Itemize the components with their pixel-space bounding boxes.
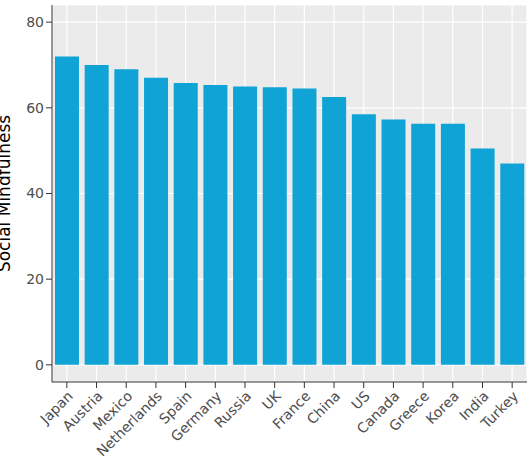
svg-text:Mexico: Mexico: [89, 387, 136, 434]
svg-text:Russia: Russia: [211, 388, 254, 431]
svg-text:Germany: Germany: [167, 387, 225, 445]
svg-text:India: India: [456, 387, 492, 424]
svg-text:Korea: Korea: [423, 388, 462, 427]
svg-text:80: 80: [26, 14, 44, 30]
svg-text:0: 0: [35, 357, 44, 373]
svg-text:US: US: [348, 387, 373, 413]
svg-text:Turkey: Turkey: [477, 388, 521, 432]
svg-text:UK: UK: [258, 387, 284, 413]
svg-text:40: 40: [26, 185, 44, 201]
svg-text:Greece: Greece: [386, 388, 433, 435]
svg-text:Spain: Spain: [155, 387, 195, 427]
svg-text:Austria: Austria: [59, 387, 106, 435]
svg-text:Social Mindfulness: Social Mindfulness: [8, 115, 14, 272]
svg-text:France: France: [269, 388, 313, 432]
svg-text:Japan: Japan: [37, 387, 76, 427]
svg-text:Canada: Canada: [353, 387, 403, 437]
svg-text:20: 20: [26, 271, 44, 287]
svg-text:Netherlands: Netherlands: [93, 388, 165, 460]
svg-text:China: China: [304, 388, 344, 428]
svg-text:60: 60: [26, 100, 44, 116]
